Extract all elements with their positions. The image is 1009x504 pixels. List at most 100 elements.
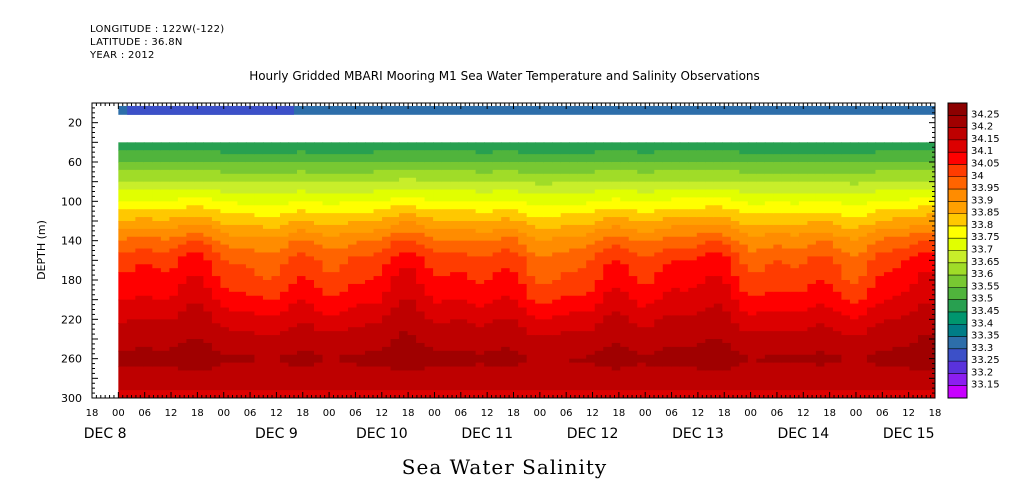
heatmap-cell xyxy=(739,362,749,391)
heatmap-cell xyxy=(135,390,145,398)
heatmap-cell xyxy=(560,331,570,391)
heatmap-cell xyxy=(773,232,783,246)
heatmap-cell xyxy=(535,185,545,195)
heatmap-cell xyxy=(407,150,417,163)
heatmap-cell xyxy=(416,311,426,344)
heatmap-cell xyxy=(730,276,740,301)
heatmap-cell xyxy=(756,362,766,391)
heatmap-cell xyxy=(211,240,222,254)
heatmap-cell xyxy=(237,264,247,293)
heatmap-cell xyxy=(543,240,553,257)
heatmap-cell xyxy=(143,142,153,151)
heatmap-cell xyxy=(467,350,477,368)
heatmap-cell xyxy=(909,283,919,313)
colorbar-level-label: 33.15 xyxy=(971,380,1000,391)
latitude-label: LATITUDE : 36.8N xyxy=(90,37,183,48)
heatmap-cell xyxy=(688,236,698,250)
heatmap-cell xyxy=(705,339,715,372)
heatmap-cell xyxy=(271,335,281,391)
heatmap-cell xyxy=(416,169,426,183)
heatmap-cell xyxy=(279,181,290,195)
heatmap-cell xyxy=(356,213,366,222)
heatmap-cell xyxy=(594,390,604,398)
heatmap-cell xyxy=(484,280,494,305)
heatmap-cell xyxy=(628,240,638,254)
heatmap-cell xyxy=(679,150,689,163)
heatmap-cell xyxy=(177,181,187,191)
heatmap-cell xyxy=(509,228,519,238)
heatmap-cell xyxy=(467,256,477,281)
heatmap-cell xyxy=(169,150,179,163)
heatmap-cell xyxy=(705,197,715,206)
heatmap-cell xyxy=(237,162,247,175)
heatmap-cell xyxy=(135,169,145,183)
heatmap-cell xyxy=(747,193,757,206)
heatmap-cell xyxy=(450,189,460,202)
heatmap-cell xyxy=(526,335,536,391)
x-hour-tick-label: 06 xyxy=(560,408,573,419)
heatmap-cell xyxy=(781,142,791,155)
heatmap-cell xyxy=(331,205,341,214)
heatmap-cell xyxy=(382,236,392,250)
heatmap-cell xyxy=(339,142,349,155)
heatmap-cell xyxy=(560,173,570,183)
heatmap-cell xyxy=(509,350,519,368)
heatmap-cell xyxy=(169,319,179,348)
heatmap-cell xyxy=(892,201,902,210)
heatmap-cell xyxy=(220,173,230,183)
heatmap-cell xyxy=(118,366,128,391)
heatmap-cell xyxy=(815,162,826,175)
heatmap-cell xyxy=(917,217,928,226)
heatmap-cell xyxy=(424,295,434,320)
heatmap-cell xyxy=(271,162,281,175)
heatmap-cell xyxy=(866,201,877,214)
chart-subtitle: Sea Water Salinity xyxy=(401,455,608,479)
heatmap-cell xyxy=(756,224,766,238)
heatmap-cell xyxy=(339,201,349,214)
heatmap-cell xyxy=(450,209,460,222)
heatmap-cell xyxy=(730,366,740,391)
heatmap-cell xyxy=(790,224,800,238)
heatmap-cell xyxy=(458,299,468,320)
colorbar-level-label: 34.2 xyxy=(971,122,993,133)
heatmap-cell xyxy=(220,224,230,234)
heatmap-cell xyxy=(883,142,894,151)
heatmap-cell xyxy=(764,154,774,163)
heatmap-cell xyxy=(730,150,740,163)
heatmap-cell xyxy=(671,287,681,316)
heatmap-cell xyxy=(279,311,290,332)
heatmap-cell xyxy=(305,303,315,324)
heatmap-cell xyxy=(892,189,902,202)
heatmap-cell xyxy=(671,169,681,183)
heatmap-cell xyxy=(662,291,672,316)
heatmap-cell xyxy=(322,154,332,163)
heatmap-cell xyxy=(543,303,553,320)
heatmap-cell xyxy=(637,256,647,285)
heatmap-cell xyxy=(611,150,621,163)
heatmap-cell xyxy=(900,248,911,261)
heatmap-cell xyxy=(492,240,502,254)
heatmap-cell xyxy=(339,264,349,293)
heatmap-cell xyxy=(917,232,928,242)
heatmap-cell xyxy=(407,205,417,214)
heatmap-cell xyxy=(696,142,706,151)
heatmap-cell xyxy=(254,205,264,218)
heatmap-cell xyxy=(909,181,919,191)
heatmap-cell xyxy=(475,354,485,364)
heatmap-cell xyxy=(671,260,681,289)
heatmap-cell xyxy=(798,291,808,313)
heatmap-cell xyxy=(339,173,349,183)
heatmap-cell xyxy=(288,283,298,305)
x-hour-tick-label: 12 xyxy=(270,408,283,419)
heatmap-cell xyxy=(245,142,256,155)
heatmap-cell xyxy=(535,173,545,187)
heatmap-cell xyxy=(262,205,273,218)
heatmap-cell xyxy=(586,362,596,391)
heatmap-cell xyxy=(764,193,774,202)
heatmap-cell xyxy=(739,390,749,398)
heatmap-cell xyxy=(228,236,239,250)
heatmap-cell xyxy=(764,311,774,332)
heatmap-cell xyxy=(416,150,426,163)
heatmap-cell xyxy=(382,217,392,230)
